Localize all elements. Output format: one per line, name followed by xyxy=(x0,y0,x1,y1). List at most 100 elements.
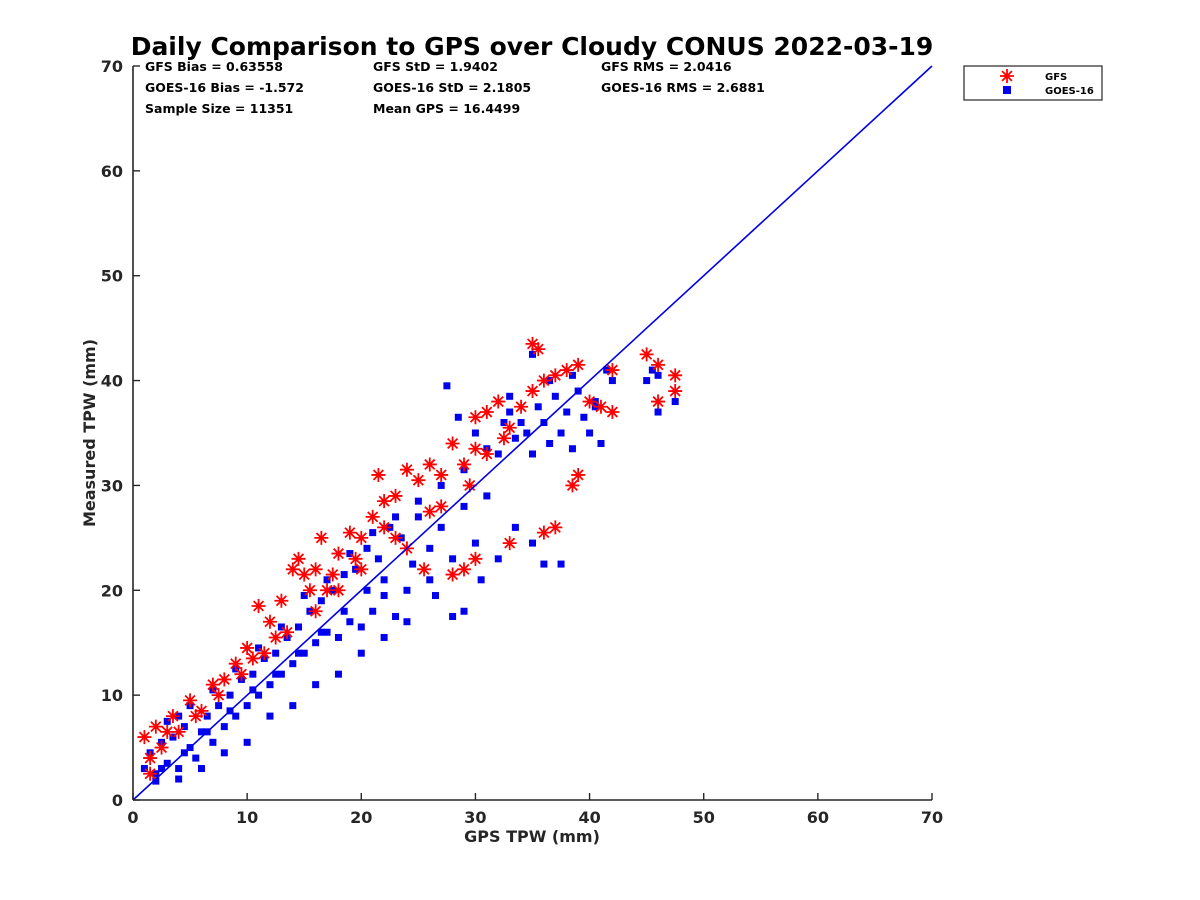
y-tick-label: 20 xyxy=(101,581,123,600)
legend-gfs-asterisk xyxy=(1000,69,1014,83)
x-tick-label: 70 xyxy=(921,808,943,827)
gfs-point xyxy=(593,399,608,414)
goes16-point xyxy=(648,366,656,374)
gfs-point xyxy=(262,614,277,629)
goes16-point xyxy=(374,555,382,563)
goes16-point xyxy=(449,555,457,563)
gfs-point xyxy=(371,467,386,482)
goes16-point xyxy=(500,419,508,427)
goes16-point xyxy=(580,413,588,421)
gfs-point xyxy=(143,751,158,766)
goes16-point xyxy=(203,712,211,720)
goes16-point xyxy=(312,681,320,689)
legend-goes16-marker xyxy=(1003,86,1011,94)
gfs-point xyxy=(491,394,506,409)
gfs-point xyxy=(217,672,232,687)
goes16-point xyxy=(471,539,479,547)
gfs-point xyxy=(457,562,472,577)
goes16-point xyxy=(317,628,325,636)
gfs-point xyxy=(211,688,226,703)
x-tick-label: 0 xyxy=(127,808,138,827)
x-axis-label: GPS TPW (mm) xyxy=(464,827,600,846)
plot-area xyxy=(132,65,933,801)
gfs-point xyxy=(377,520,392,535)
gfs-point xyxy=(308,562,323,577)
gfs-point xyxy=(302,583,317,598)
gfs-point xyxy=(297,567,312,582)
goes16-point xyxy=(506,408,514,416)
goes16-point xyxy=(380,633,388,641)
goes16-point xyxy=(312,639,320,647)
goes16-point xyxy=(460,502,468,510)
gfs-point xyxy=(605,363,620,378)
goes16-point xyxy=(392,513,400,521)
x-tick-label: 60 xyxy=(807,808,829,827)
goes16-point xyxy=(654,371,662,379)
goes16-point xyxy=(534,403,542,411)
goes16-point xyxy=(414,497,422,505)
gfs-point xyxy=(228,656,243,671)
gfs-point xyxy=(422,504,437,519)
goes16-point xyxy=(163,717,171,725)
gfs-point xyxy=(565,478,580,493)
goes16-point xyxy=(363,586,371,594)
goes16-point xyxy=(317,597,325,605)
gfs-point xyxy=(445,567,460,582)
gfs-point xyxy=(205,677,220,692)
stat-gfs-bias: GFS Bias = 0.63558 xyxy=(145,59,283,74)
goes16-point xyxy=(568,371,576,379)
goes16-point xyxy=(392,613,400,620)
goes16-point xyxy=(403,618,411,626)
gfs-point xyxy=(280,625,295,640)
goes16-point xyxy=(546,439,554,447)
goes16-point xyxy=(277,623,285,631)
goes16-point xyxy=(511,434,519,442)
gfs-point xyxy=(548,368,563,383)
gfs-point xyxy=(525,336,540,351)
gfs-point xyxy=(137,730,152,745)
goes16-point xyxy=(289,702,297,710)
goes16-point xyxy=(529,450,536,458)
gfs-point xyxy=(308,604,323,619)
gfs-point xyxy=(354,530,369,545)
gfs-point xyxy=(257,646,272,661)
gfs-point xyxy=(245,651,260,666)
goes16-point xyxy=(426,544,434,552)
gfs-point xyxy=(194,703,209,718)
goes16-point xyxy=(175,775,183,783)
goes16-point xyxy=(557,560,565,568)
gfs-point xyxy=(354,562,369,577)
y-tick-label: 50 xyxy=(101,267,123,286)
stat-goes-bias: GOES-16 Bias = -1.572 xyxy=(145,80,304,95)
goes16-point xyxy=(557,429,565,437)
y-tick-label: 10 xyxy=(101,686,123,705)
y-tick-label: 0 xyxy=(112,791,123,810)
goes16-point xyxy=(471,429,479,437)
gfs-point xyxy=(668,384,683,399)
goes16-point xyxy=(357,623,365,631)
y-tick-label: 60 xyxy=(101,162,123,181)
goes16-point xyxy=(140,765,148,773)
goes16-point xyxy=(380,592,388,600)
y-tick-label: 70 xyxy=(101,57,123,76)
goes16-point xyxy=(517,419,525,427)
goes16-point xyxy=(232,712,240,720)
goes16-point xyxy=(437,523,445,531)
goes16-point xyxy=(197,765,205,773)
goes16-point xyxy=(340,571,348,579)
gfs-point xyxy=(462,478,477,493)
goes16-point xyxy=(243,738,251,746)
gfs-point xyxy=(188,709,203,724)
goes16-point xyxy=(369,607,377,615)
goes16-point xyxy=(169,733,177,741)
goes16-point xyxy=(431,592,439,600)
goes16-point xyxy=(363,544,371,552)
gfs-point xyxy=(559,363,574,378)
gfs-point xyxy=(320,583,335,598)
goes16-point xyxy=(551,392,559,400)
goes16-point xyxy=(197,728,205,736)
gfs-point xyxy=(571,467,586,482)
gfs-point xyxy=(536,373,551,388)
legend: GFS GOES-16 xyxy=(963,65,1103,101)
